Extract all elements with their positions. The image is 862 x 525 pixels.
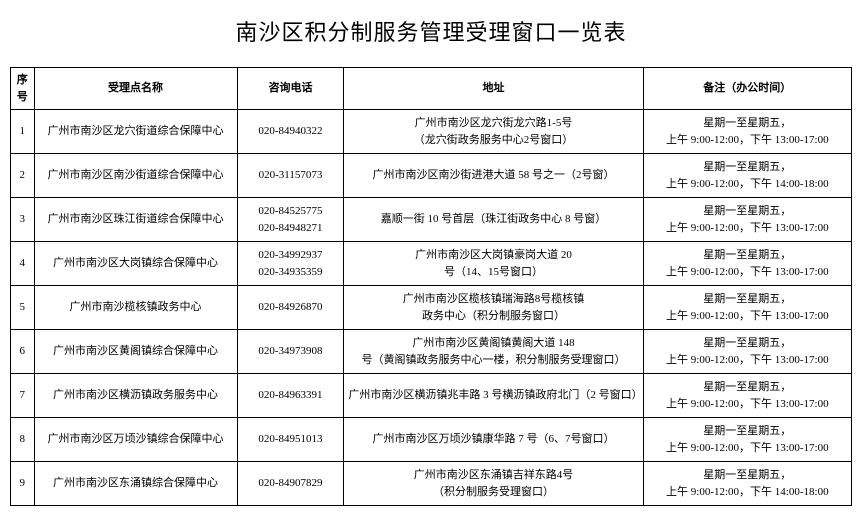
cell-phone: 020-34992937020-34935359	[237, 242, 344, 286]
cell-seq: 1	[11, 110, 35, 154]
cell-remark: 星期一至星期五，上午 9:00-12:00，下午 14:00-18:00	[643, 462, 851, 506]
cell-address: 广州市南沙区大岗镇豪岗大道 20号（14、15号窗口）	[344, 242, 643, 286]
cell-seq: 6	[11, 330, 35, 374]
table-row: 5广州市南沙榄核镇政务中心020-84926870广州市南沙区榄核镇瑞海路8号榄…	[11, 286, 852, 330]
cell-phone: 020-84963391	[237, 374, 344, 418]
table-row: 8广州市南沙区万顷沙镇综合保障中心020-84951013广州市南沙区万顷沙镇康…	[11, 418, 852, 462]
cell-name: 广州市南沙区横沥镇政务服务中心	[34, 374, 237, 418]
cell-phone: 020-84940322	[237, 110, 344, 154]
col-header-address: 地址	[344, 68, 643, 110]
cell-phone: 020-84907829	[237, 462, 344, 506]
cell-remark: 星期一至星期五，上午 9:00-12:00，下午 13:00-17:00	[643, 286, 851, 330]
table-header-row: 序号 受理点名称 咨询电话 地址 备注（办公时间）	[11, 68, 852, 110]
table-row: 7广州市南沙区横沥镇政务服务中心020-84963391广州市南沙区横沥镇兆丰路…	[11, 374, 852, 418]
col-header-seq: 序号	[11, 68, 35, 110]
cell-address: 广州市南沙区东涌镇吉祥东路4号（积分制服务受理窗口）	[344, 462, 643, 506]
cell-address: 广州市南沙区榄核镇瑞海路8号榄核镇政务中心（积分制服务窗口）	[344, 286, 643, 330]
cell-remark: 星期一至星期五，上午 9:00-12:00，下午 13:00-17:00	[643, 110, 851, 154]
cell-name: 广州市南沙区黄阁镇综合保障中心	[34, 330, 237, 374]
table-row: 4广州市南沙区大岗镇综合保障中心020-34992937020-34935359…	[11, 242, 852, 286]
cell-seq: 7	[11, 374, 35, 418]
cell-seq: 3	[11, 198, 35, 242]
service-window-table: 序号 受理点名称 咨询电话 地址 备注（办公时间） 1广州市南沙区龙穴街道综合保…	[10, 67, 852, 506]
table-row: 9广州市南沙区东涌镇综合保障中心020-84907829广州市南沙区东涌镇吉祥东…	[11, 462, 852, 506]
cell-seq: 9	[11, 462, 35, 506]
page-title: 南沙区积分制服务管理受理窗口一览表	[10, 15, 852, 47]
cell-phone: 020-84951013	[237, 418, 344, 462]
cell-address: 广州市南沙区万顷沙镇康华路 7 号（6、7号窗口）	[344, 418, 643, 462]
cell-name: 广州市南沙区龙穴街道综合保障中心	[34, 110, 237, 154]
cell-remark: 星期一至星期五，上午 9:00-12:00，下午 13:00-17:00	[643, 418, 851, 462]
cell-address: 广州市南沙区龙穴街龙穴路1-5号（龙穴街政务服务中心2号窗口）	[344, 110, 643, 154]
cell-address: 广州市南沙区黄阁镇黄阁大道 148号（黄阁镇政务服务中心一楼，积分制服务受理窗口…	[344, 330, 643, 374]
cell-address: 嘉顺一街 10 号首层（珠江街政务中心 8 号窗）	[344, 198, 643, 242]
col-header-remark: 备注（办公时间）	[643, 68, 851, 110]
cell-name: 广州市南沙区大岗镇综合保障中心	[34, 242, 237, 286]
cell-remark: 星期一至星期五，上午 9:00-12:00，下午 14:00-18:00	[643, 154, 851, 198]
cell-phone: 020-31157073	[237, 154, 344, 198]
col-header-name: 受理点名称	[34, 68, 237, 110]
col-header-phone: 咨询电话	[237, 68, 344, 110]
cell-seq: 2	[11, 154, 35, 198]
cell-phone: 020-34973908	[237, 330, 344, 374]
cell-name: 广州市南沙榄核镇政务中心	[34, 286, 237, 330]
cell-remark: 星期一至星期五，上午 9:00-12:00，下午 13:00-17:00	[643, 198, 851, 242]
cell-seq: 4	[11, 242, 35, 286]
table-row: 1广州市南沙区龙穴街道综合保障中心020-84940322广州市南沙区龙穴街龙穴…	[11, 110, 852, 154]
cell-seq: 8	[11, 418, 35, 462]
cell-remark: 星期一至星期五，上午 9:00-12:00，下午 13:00-17:00	[643, 242, 851, 286]
cell-seq: 5	[11, 286, 35, 330]
cell-name: 广州市南沙区万顷沙镇综合保障中心	[34, 418, 237, 462]
cell-phone: 020-84926870	[237, 286, 344, 330]
cell-name: 广州市南沙区东涌镇综合保障中心	[34, 462, 237, 506]
table-row: 2广州市南沙区南沙街道综合保障中心020-31157073广州市南沙区南沙街进港…	[11, 154, 852, 198]
table-row: 6广州市南沙区黄阁镇综合保障中心020-34973908广州市南沙区黄阁镇黄阁大…	[11, 330, 852, 374]
cell-name: 广州市南沙区南沙街道综合保障中心	[34, 154, 237, 198]
cell-name: 广州市南沙区珠江街道综合保障中心	[34, 198, 237, 242]
cell-address: 广州市南沙区横沥镇兆丰路 3 号横沥镇政府北门（2 号窗口）	[344, 374, 643, 418]
cell-remark: 星期一至星期五，上午 9:00-12:00，下午 13:00-17:00	[643, 374, 851, 418]
cell-phone: 020-84525775020-84948271	[237, 198, 344, 242]
cell-remark: 星期一至星期五，上午 9:00-12:00，下午 13:00-17:00	[643, 330, 851, 374]
cell-address: 广州市南沙区南沙街进港大道 58 号之一（2号窗）	[344, 154, 643, 198]
table-row: 3广州市南沙区珠江街道综合保障中心020-84525775020-8494827…	[11, 198, 852, 242]
